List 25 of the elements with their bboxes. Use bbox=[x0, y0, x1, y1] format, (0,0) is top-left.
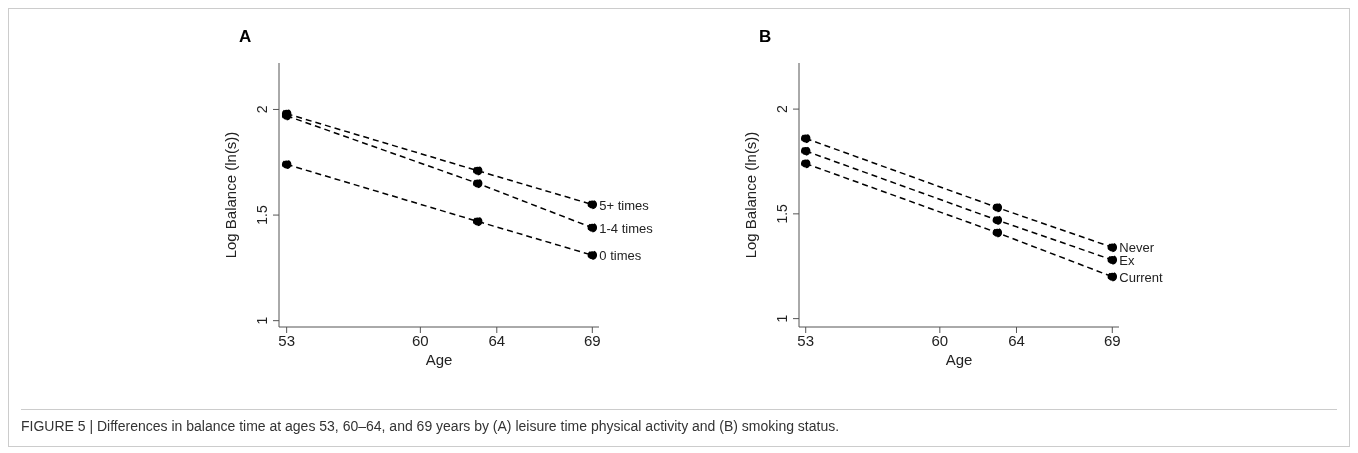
caption: FIGURE 5 | Differences in balance time at ages 53, 60–64, and 69 years by (A) leisure time physical activity and (B) smoking status. bbox=[21, 418, 841, 434]
y-tick-label: 2 bbox=[774, 104, 790, 113]
x-tick-label: 64 bbox=[488, 331, 506, 349]
series-label: 0 times bbox=[599, 248, 642, 264]
x-tick-label: 60 bbox=[412, 331, 429, 349]
x-tick-label: 64 bbox=[1008, 331, 1025, 349]
series-label: 1-4 times bbox=[599, 220, 654, 236]
y-tick-label: 1.5 bbox=[774, 203, 790, 224]
x-tick-label: 69 bbox=[1103, 331, 1121, 349]
y-tick-label: 1 bbox=[774, 314, 790, 323]
series-label: Current bbox=[1119, 269, 1164, 285]
y-tick-label: 1.5 bbox=[254, 205, 270, 225]
chart-title: B bbox=[759, 27, 772, 47]
y-axis-title: Log Balance (ln(s)) bbox=[742, 131, 760, 259]
x-axis-title: Age bbox=[425, 351, 453, 368]
x-tick-label: 53 bbox=[278, 331, 295, 349]
y-axis-title: Log Balance (ln(s)) bbox=[222, 131, 240, 259]
y-tick-label: 1 bbox=[254, 316, 270, 325]
y-tick-label: 2 bbox=[254, 105, 270, 114]
x-tick-label: 60 bbox=[931, 331, 949, 349]
x-tick-label: 53 bbox=[797, 331, 815, 349]
series-label: 5+ times bbox=[599, 197, 650, 213]
x-tick-label: 69 bbox=[583, 331, 601, 349]
x-axis-title: Age bbox=[945, 351, 973, 368]
chart-title: A bbox=[239, 27, 252, 47]
